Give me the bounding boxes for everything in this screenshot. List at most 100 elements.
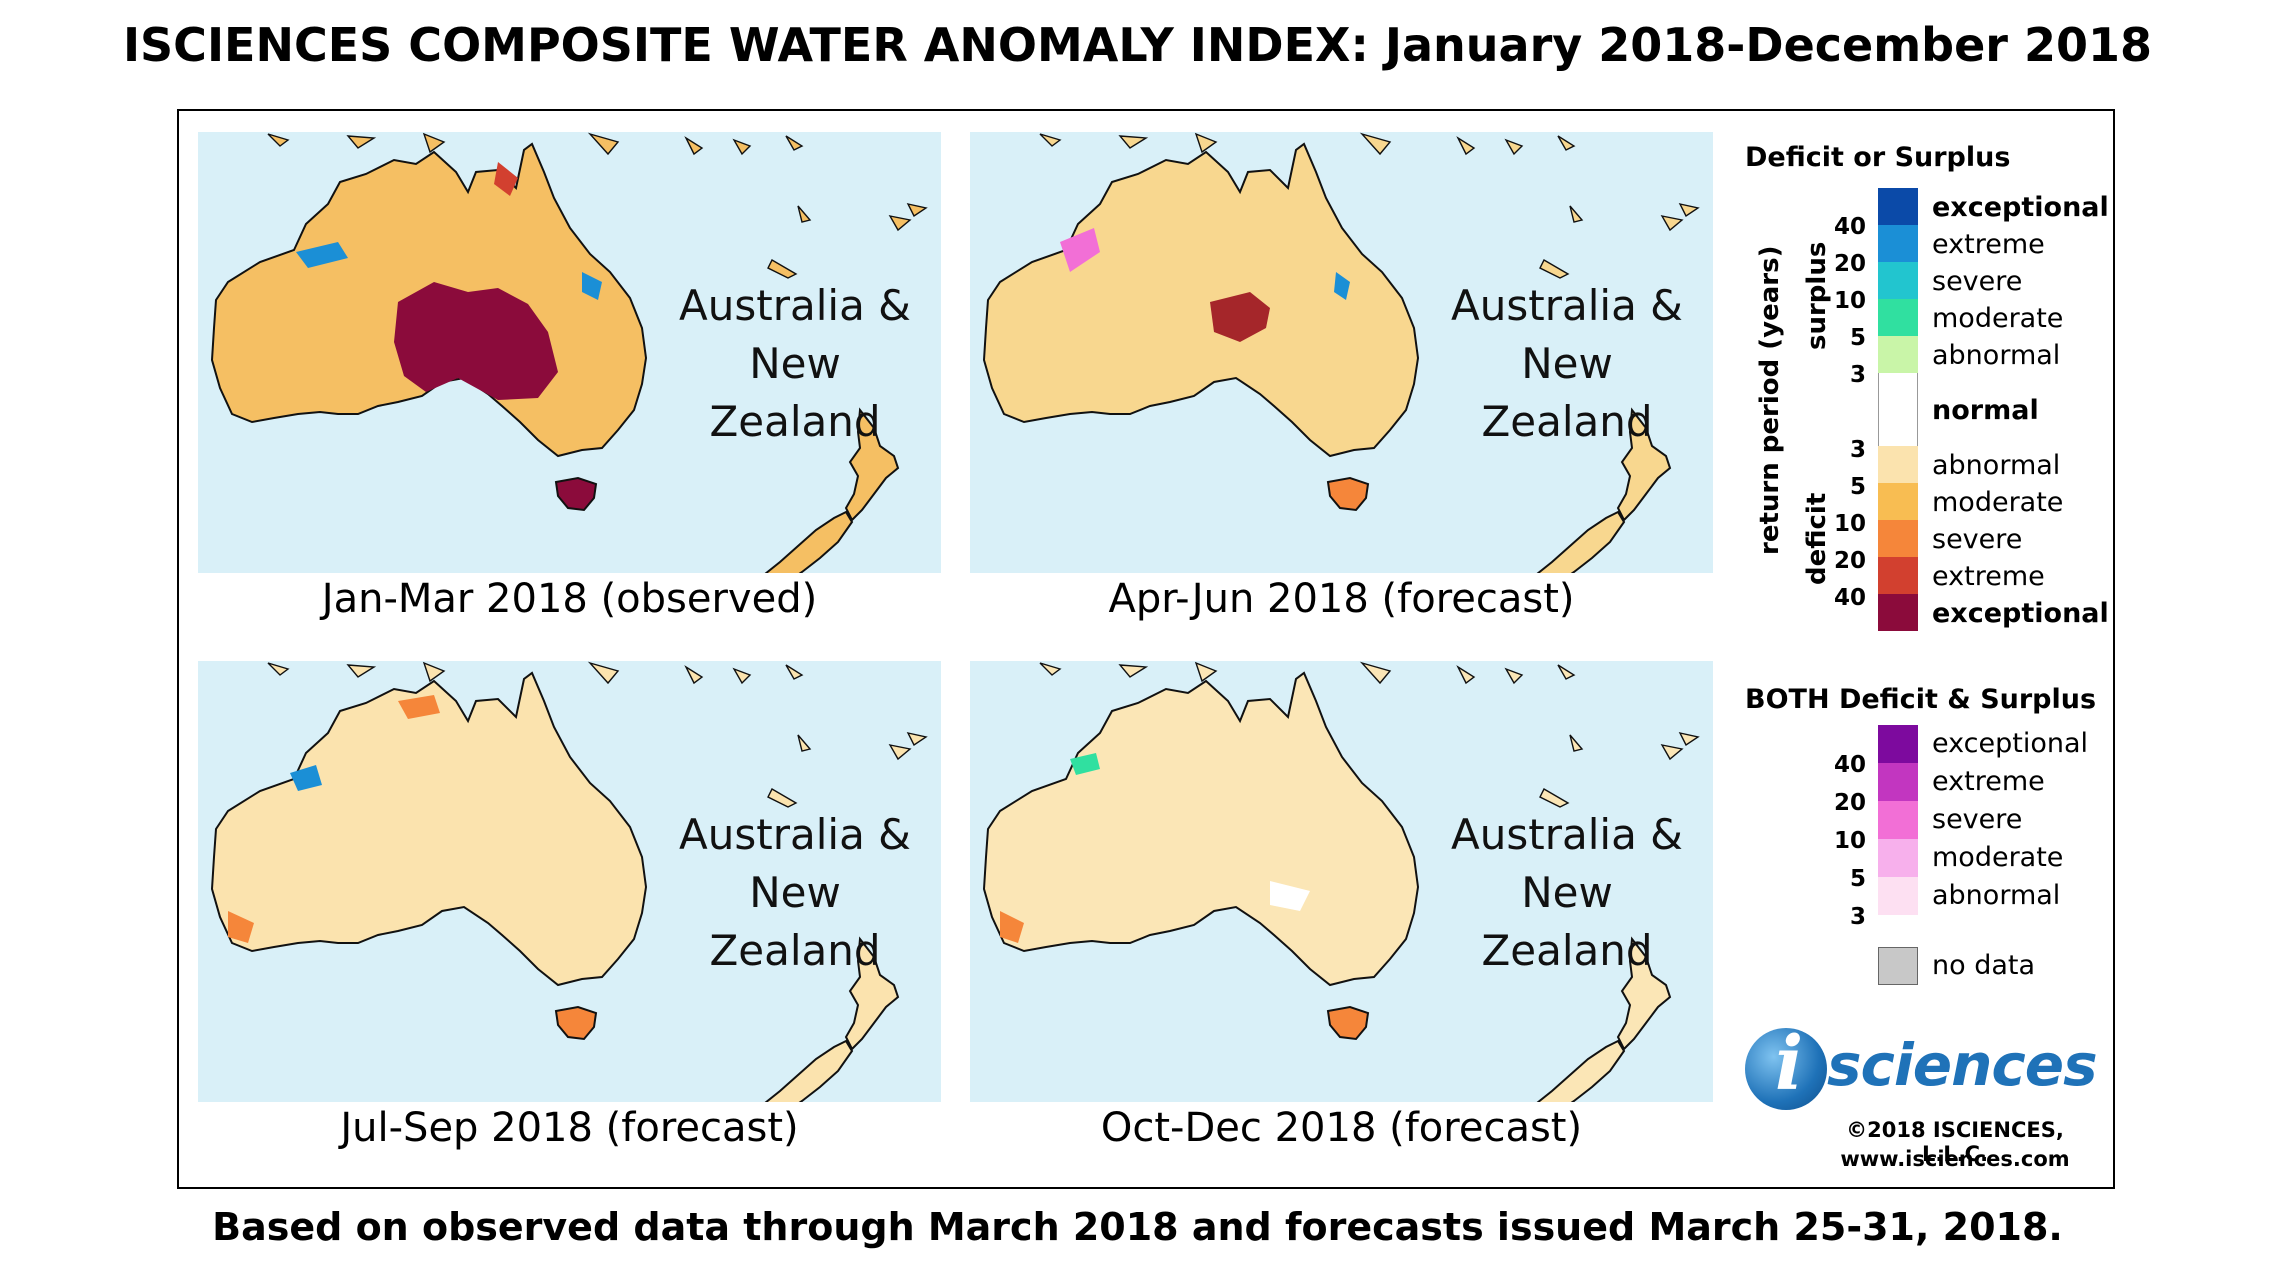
isciences-logo[interactable]: i sciences: [1745, 1021, 2098, 1115]
panel-caption: Oct-Dec 2018 (forecast): [1100, 1105, 1583, 1151]
island-shape: [1557, 664, 1576, 680]
deficit-region: [394, 282, 558, 400]
legend-title: Deficit or Surplus: [1745, 142, 2011, 173]
surplus-region: [290, 765, 322, 791]
island-shape: [267, 133, 290, 147]
legend-tick-surplus: 20: [1833, 251, 1866, 277]
map-panel-oct-dec: Australia & New Zealand: [970, 661, 1713, 1102]
island-shape: [1118, 135, 1149, 149]
island-shape: [1456, 665, 1476, 685]
panel-caption: Jan-Mar 2018 (observed): [321, 576, 818, 622]
deficit-region: [1000, 911, 1024, 943]
legend-swatch-extreme: [1878, 557, 1918, 594]
region-label-line: New Zealand: [709, 339, 881, 446]
tasmania-shape: [554, 1005, 598, 1041]
legend-axis-label: return period (years): [1755, 245, 1785, 555]
legend-swatch-abnormal: [1878, 446, 1918, 483]
legend-swatch-extreme: [1878, 225, 1918, 262]
island-shape: [785, 664, 804, 680]
logo-wordmark: sciences: [1827, 1031, 2098, 1099]
island-shape: [684, 136, 704, 156]
island-shape: [346, 664, 377, 678]
island-shape: [422, 132, 446, 154]
legend-class-severe: severe: [1932, 524, 2023, 555]
legend-class-moderate: moderate: [1932, 487, 2064, 518]
legend-swatch-normal: [1878, 373, 1918, 446]
legend-tick-deficit: 10: [1833, 511, 1866, 537]
region-label: Australia & New Zealand: [1437, 806, 1697, 980]
island-shape: [587, 132, 620, 156]
island-shape: [1194, 132, 1218, 154]
deficit-region: [494, 162, 518, 196]
legend-class-exceptional: exceptional: [1932, 598, 2109, 629]
island-shape: [1569, 205, 1584, 223]
nz-south-island-shape: [1536, 510, 1626, 573]
logo-letter: i: [1774, 1021, 1804, 1107]
legend-swatch-exceptional: [1878, 188, 1918, 225]
panel-caption: Apr-Jun 2018 (forecast): [1108, 576, 1575, 622]
legend-both-title: BOTH Deficit & Surplus: [1745, 684, 2097, 715]
island-shape: [346, 135, 377, 149]
australia-shape: [982, 142, 1420, 458]
both-region: [1060, 228, 1100, 272]
legend-tick-deficit: 3: [1849, 437, 1866, 463]
legend-tick-both: 40: [1833, 752, 1866, 778]
deficit-region: [228, 911, 254, 943]
legend-class-abnormal: abnormal: [1932, 340, 2061, 371]
island-shape: [422, 661, 446, 683]
nz-north-island-shape: [1616, 936, 1672, 1051]
surplus-region: [1334, 272, 1350, 300]
legend-tick-surplus: 10: [1833, 288, 1866, 314]
map-title: ISCIENCES COMPOSITE WATER ANOMALY INDEX:…: [122, 18, 2153, 72]
region-label-line: New Zealand: [1481, 339, 1653, 446]
legend-swatch-moderate: [1878, 483, 1918, 520]
nz-north-island-shape: [1616, 407, 1672, 522]
legend-swatch-exceptional: [1878, 594, 1918, 631]
nz-south-island-shape: [1536, 1039, 1626, 1102]
island-shape: [906, 202, 928, 218]
legend-tick-both: 5: [1849, 866, 1866, 892]
legend-class-both-moderate: moderate: [1932, 842, 2064, 873]
legend-swatch-both-severe: [1878, 801, 1918, 839]
island-shape: [767, 259, 798, 279]
island-shape: [1569, 734, 1584, 752]
island-shape: [1678, 202, 1700, 218]
region-label: Australia & New Zealand: [1437, 277, 1697, 451]
website-link[interactable]: www.isciences.com: [1840, 1147, 2070, 1171]
panel-caption: Jul-Sep 2018 (forecast): [340, 1105, 799, 1151]
surplus-region: [1070, 753, 1100, 775]
island-shape: [767, 788, 798, 808]
island-shape: [1504, 667, 1524, 685]
region-label: Australia & New Zealand: [665, 806, 925, 980]
normal-region: [1270, 881, 1310, 911]
legend-swatch-both-extreme: [1878, 763, 1918, 801]
tasmania-shape: [554, 476, 598, 512]
australia-shape: [210, 671, 648, 987]
legend-tick-deficit: 40: [1833, 585, 1866, 611]
map-panel-apr-jun: Australia & New Zealand: [970, 132, 1713, 573]
nz-south-island-shape: [764, 1039, 854, 1102]
legend-tick-both: 20: [1833, 790, 1866, 816]
island-shape: [1359, 661, 1392, 685]
legend-swatch-both-exceptional: [1878, 725, 1918, 763]
australia-shape: [982, 671, 1420, 987]
legend-swatch-severe: [1878, 262, 1918, 299]
tasmania-shape: [1326, 1005, 1370, 1041]
legend-tick-deficit: 20: [1833, 548, 1866, 574]
deficit-region: [1210, 292, 1270, 342]
island-shape: [1678, 731, 1700, 747]
nz-north-island-shape: [844, 936, 900, 1051]
legend-class-both-severe: severe: [1932, 804, 2023, 835]
island-shape: [1660, 215, 1684, 232]
island-shape: [1118, 664, 1149, 678]
legend-tick-surplus: 3: [1849, 362, 1866, 388]
legend-swatch-no-data: [1878, 947, 1918, 985]
nz-north-island-shape: [844, 407, 900, 522]
island-shape: [1456, 136, 1476, 156]
legend-class-both-extreme: extreme: [1932, 766, 2045, 797]
legend-class-extreme: extreme: [1932, 561, 2045, 592]
legend-tick-both: 10: [1833, 828, 1866, 854]
legend-tick-surplus: 40: [1833, 214, 1866, 240]
region-label-line: Australia &: [679, 281, 911, 330]
legend-class-abnormal: abnormal: [1932, 450, 2061, 481]
